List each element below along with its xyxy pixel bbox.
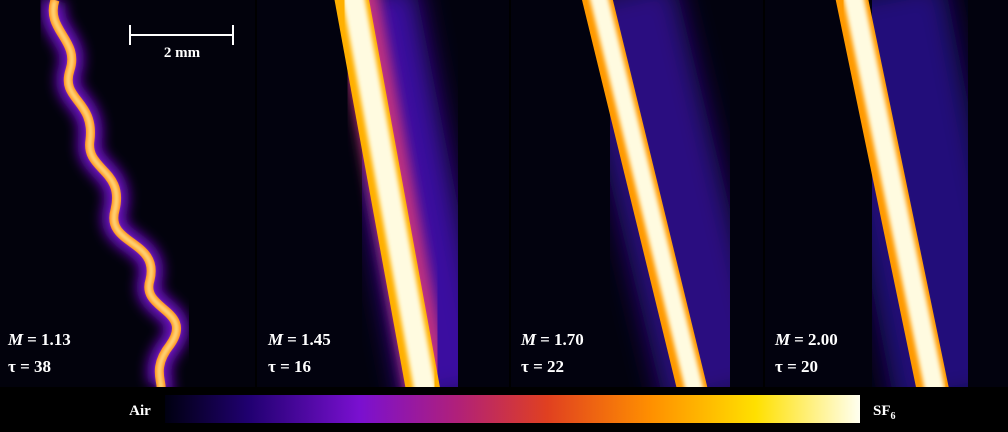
- panel-image: [765, 0, 1008, 387]
- mach-label: M = 2.00: [774, 330, 838, 349]
- panel-image: [257, 0, 509, 387]
- colorbar-right-label: SF6: [873, 403, 896, 422]
- mach-label: M = 1.13: [7, 330, 71, 349]
- colorbar: [165, 395, 860, 423]
- scale-label: 2 mm: [164, 45, 201, 61]
- mach-value: = 1.13: [27, 330, 71, 349]
- scale-bar: [129, 25, 234, 45]
- tau-label: τ = 20: [775, 357, 818, 376]
- mach-label: M = 1.45: [267, 330, 331, 349]
- panel-image: [511, 0, 763, 387]
- label-subscript: 6: [891, 411, 896, 422]
- mach-symbol: M: [267, 330, 284, 349]
- panel-image: [0, 0, 255, 387]
- colorbar-left-label: Air: [129, 403, 151, 419]
- mach-symbol: M: [520, 330, 537, 349]
- mach-symbol: M: [7, 330, 24, 349]
- mach-value: = 2.00: [794, 330, 838, 349]
- mach-value: = 1.45: [287, 330, 331, 349]
- tau-label: τ = 38: [8, 357, 51, 376]
- tau-label: τ = 16: [268, 357, 311, 376]
- mach-symbol: M: [774, 330, 791, 349]
- tau-label: τ = 22: [521, 357, 564, 376]
- mach-label: M = 1.70: [520, 330, 584, 349]
- label-text: SF: [873, 403, 891, 419]
- mach-value: = 1.70: [540, 330, 584, 349]
